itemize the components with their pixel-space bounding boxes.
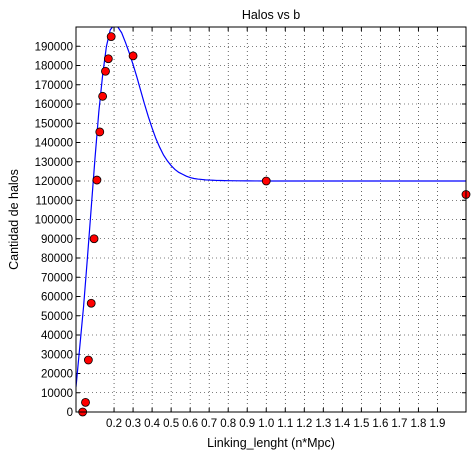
grid (76, 27, 466, 412)
x-tick-label: 0.9 (239, 418, 255, 430)
y-tick-label: 190000 (35, 41, 73, 53)
chart-title: Halos vs b (242, 8, 300, 22)
data-point (95, 127, 105, 137)
data-point (98, 91, 108, 101)
data-point (101, 66, 110, 76)
x-tick-label: 0.3 (125, 418, 141, 430)
y-tick-label: 150000 (35, 118, 73, 130)
y-tick-label: 80000 (41, 253, 73, 265)
x-tick-label: 1.4 (334, 418, 351, 430)
y-tick-label: 70000 (41, 272, 73, 284)
x-tick-label: 1.0 (258, 418, 274, 430)
data-point (106, 32, 116, 42)
fit-curve-layer (76, 27, 466, 388)
y-tick-label: 90000 (41, 234, 73, 246)
x-tick-label: 1.8 (410, 418, 426, 430)
fit-curve (76, 27, 466, 388)
data-point (89, 234, 99, 244)
x-tick-label: 0.7 (201, 418, 217, 430)
plot-frame (75, 26, 467, 413)
y-tick-label: 180000 (35, 61, 73, 73)
x-tick-label: 1.3 (315, 418, 331, 430)
y-tick-label: 10000 (41, 388, 73, 400)
y-tick-label: 130000 (35, 157, 73, 169)
x-tick-label: 1.2 (296, 418, 312, 430)
y-tick-label: 100000 (35, 215, 73, 227)
x-tick-label: 1.7 (391, 418, 407, 430)
ticks (76, 27, 466, 413)
x-tick-label: 0.6 (182, 418, 198, 430)
x-axis-label: Linking_lenght (n*Mpc) (207, 436, 335, 450)
x-tick-labels: 0.2 0.3 0.4 0.5 0.6 0.7 0.8 0.9 1.0 1.1 1.2 1.3 1.4 1… (106, 418, 445, 430)
x-tick-label: 1.9 (429, 418, 445, 430)
x-tick-label: 1.5 (353, 418, 369, 430)
x-tick-label: 0.2 (106, 418, 122, 430)
data-point (103, 54, 113, 64)
y-tick-labels: 0 10000 20000 30000 40000 50000 60000 70000 8000… (35, 41, 73, 419)
data-point (92, 175, 102, 185)
y-tick-label: 50000 (41, 311, 73, 323)
x-tick-label: 1.6 (372, 418, 388, 430)
y-tick-label: 120000 (35, 176, 73, 188)
y-tick-label: 20000 (41, 369, 73, 381)
data-point (86, 298, 96, 308)
y-tick-label: 0 (67, 407, 73, 419)
data-point (261, 176, 271, 186)
x-tick-label: 0.8 (220, 418, 236, 430)
y-tick-label: 160000 (35, 99, 73, 111)
data-points-layer (78, 32, 471, 417)
x-tick-label: 0.5 (163, 418, 179, 430)
y-tick-label: 140000 (35, 138, 73, 150)
y-tick-label: 30000 (41, 349, 73, 361)
y-tick-label: 110000 (35, 195, 73, 207)
data-point (81, 397, 90, 407)
y-tick-label: 60000 (41, 292, 73, 304)
x-tick-label: 0.4 (144, 418, 161, 430)
y-axis-label: Cantidad de halos (7, 169, 21, 270)
x-tick-label: 1.1 (277, 418, 293, 430)
y-tick-label: 170000 (35, 80, 73, 92)
data-point (128, 51, 138, 61)
y-tick-label: 40000 (41, 330, 73, 342)
data-point (83, 355, 93, 365)
